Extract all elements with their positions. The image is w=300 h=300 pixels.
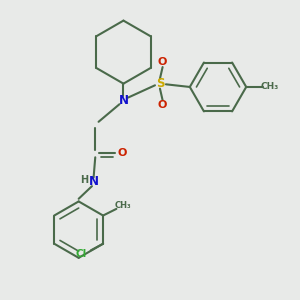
Text: S: S [156,77,164,90]
Text: CH₃: CH₃ [115,201,131,210]
Text: H: H [80,175,88,185]
Text: N: N [118,94,128,107]
Text: N: N [88,175,99,188]
Text: O: O [158,57,167,67]
Text: O: O [117,148,127,158]
Text: Cl: Cl [76,249,87,259]
Text: O: O [158,100,167,110]
Text: CH₃: CH₃ [260,82,279,91]
